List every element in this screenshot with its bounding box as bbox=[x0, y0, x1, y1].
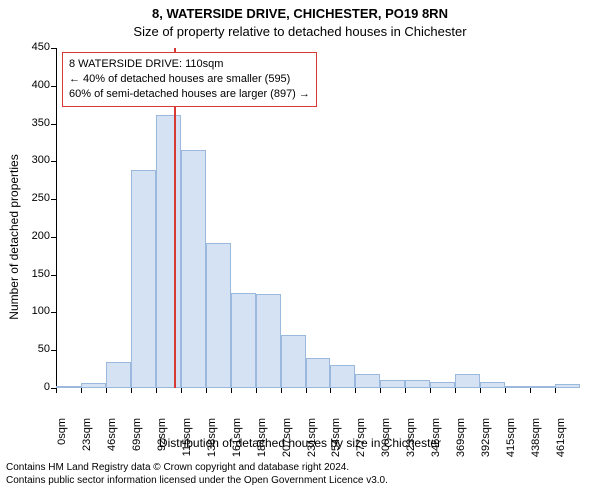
xtick bbox=[56, 388, 57, 393]
ytick bbox=[51, 237, 56, 238]
xtick bbox=[430, 388, 431, 393]
histogram-bar bbox=[430, 382, 455, 388]
xtick bbox=[131, 388, 132, 393]
histogram-bar bbox=[555, 384, 580, 388]
y-axis bbox=[56, 48, 57, 388]
ytick bbox=[51, 124, 56, 125]
annotation-line2: ← 40% of detached houses are smaller (59… bbox=[69, 72, 310, 87]
histogram-bar bbox=[106, 362, 131, 388]
histogram-bar bbox=[405, 380, 430, 388]
footer-line1: Contains HM Land Registry data © Crown c… bbox=[6, 462, 388, 475]
xtick bbox=[380, 388, 381, 393]
annotation-line3: 60% of semi-detached houses are larger (… bbox=[69, 87, 310, 102]
ytick-label: 400 bbox=[10, 79, 50, 91]
xtick bbox=[505, 388, 506, 393]
histogram-bar bbox=[480, 382, 505, 388]
xtick bbox=[330, 388, 331, 393]
xtick bbox=[405, 388, 406, 393]
histogram-bar bbox=[355, 374, 380, 388]
histogram-bar bbox=[530, 386, 555, 388]
xtick bbox=[306, 388, 307, 393]
ytick bbox=[51, 48, 56, 49]
xtick bbox=[355, 388, 356, 393]
histogram-bar bbox=[380, 380, 405, 388]
histogram-bar bbox=[206, 243, 231, 388]
xtick bbox=[281, 388, 282, 393]
ytick bbox=[51, 275, 56, 276]
xtick bbox=[231, 388, 232, 393]
footer-line2: Contains public sector information licen… bbox=[6, 475, 388, 488]
ytick-label: 150 bbox=[10, 268, 50, 280]
xtick bbox=[480, 388, 481, 393]
histogram-bar bbox=[306, 358, 331, 388]
xtick bbox=[206, 388, 207, 393]
ytick bbox=[51, 312, 56, 313]
ytick-label: 250 bbox=[10, 192, 50, 204]
xtick bbox=[555, 388, 556, 393]
histogram-bar bbox=[505, 386, 530, 388]
histogram-bar bbox=[156, 115, 181, 389]
histogram-bar bbox=[330, 365, 355, 388]
ytick-label: 100 bbox=[10, 305, 50, 317]
histogram-bar bbox=[81, 383, 106, 388]
histogram-bar bbox=[181, 150, 206, 388]
footer-attribution: Contains HM Land Registry data © Crown c… bbox=[6, 462, 388, 487]
ytick-label: 350 bbox=[10, 117, 50, 129]
xtick bbox=[81, 388, 82, 393]
xtick bbox=[455, 388, 456, 393]
xtick bbox=[106, 388, 107, 393]
ytick-label: 450 bbox=[10, 41, 50, 53]
ytick-label: 200 bbox=[10, 230, 50, 242]
histogram-bar bbox=[455, 374, 480, 388]
ytick-label: 0 bbox=[10, 381, 50, 393]
annotation-box: 8 WATERSIDE DRIVE: 110sqm← 40% of detach… bbox=[62, 52, 317, 107]
histogram-bar bbox=[281, 335, 306, 388]
xtick bbox=[181, 388, 182, 393]
xtick bbox=[256, 388, 257, 393]
xtick bbox=[156, 388, 157, 393]
ytick bbox=[51, 86, 56, 87]
histogram-bar bbox=[231, 293, 256, 388]
address-line: 8, WATERSIDE DRIVE, CHICHESTER, PO19 8RN bbox=[0, 6, 600, 21]
ytick bbox=[51, 350, 56, 351]
ytick-label: 300 bbox=[10, 154, 50, 166]
histogram-bar bbox=[131, 170, 156, 388]
subtitle: Size of property relative to detached ho… bbox=[0, 24, 600, 39]
histogram-bar bbox=[256, 294, 281, 388]
ytick bbox=[51, 199, 56, 200]
x-axis-label: Distribution of detached houses by size … bbox=[0, 436, 600, 450]
annotation-line1: 8 WATERSIDE DRIVE: 110sqm bbox=[69, 57, 310, 72]
ytick bbox=[51, 161, 56, 162]
ytick-label: 50 bbox=[10, 343, 50, 355]
histogram-bar bbox=[56, 386, 81, 388]
xtick bbox=[530, 388, 531, 393]
